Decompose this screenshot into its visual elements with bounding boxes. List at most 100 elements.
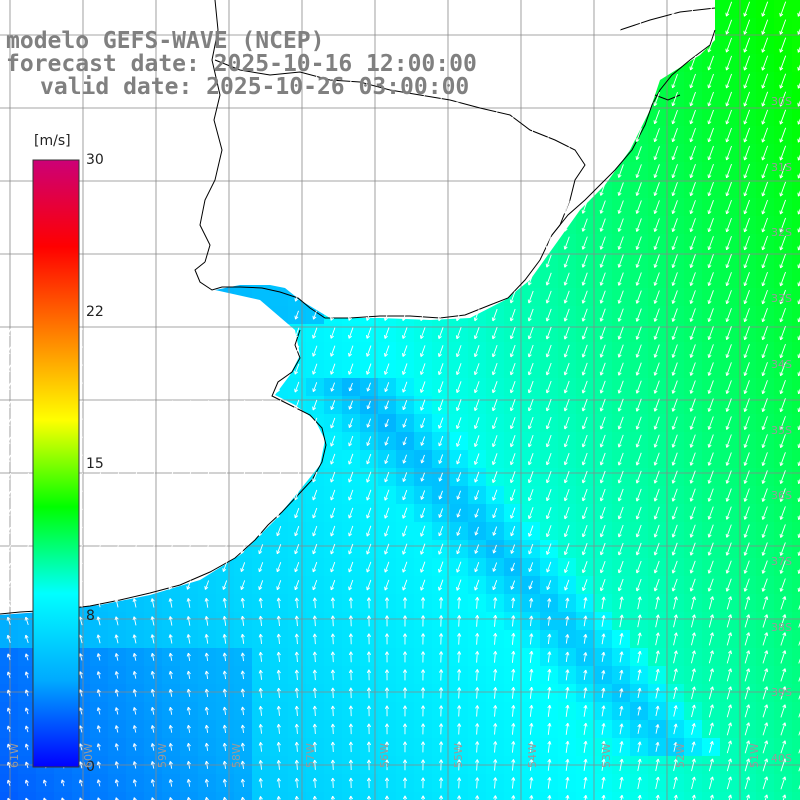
wind-arrow-head [509, 11, 512, 16]
wind-arrow-head [384, 423, 387, 427]
wind-speed-cell [792, 468, 800, 486]
wind-arrow-head [311, 101, 314, 105]
wind-arrow-head [330, 280, 332, 285]
wind-arrow-head [617, 66, 619, 70]
wind-arrow-head [743, 300, 745, 304]
wind-speed-cell [792, 522, 800, 540]
wind-arrow-head [186, 406, 188, 410]
wind-arrow-head [707, 156, 709, 160]
wind-arrow-head [491, 29, 494, 34]
wind-arrow-head [330, 352, 332, 357]
wind-arrow-head [581, 155, 584, 160]
wind-speed-cell [792, 144, 800, 162]
wind-arrow-head [671, 66, 673, 71]
wind-arrow-head [707, 461, 710, 466]
wind-arrow-head [689, 192, 691, 196]
wind-arrow-head [329, 11, 332, 15]
wind-arrow-head [563, 299, 566, 304]
wind-arrow-head [617, 192, 620, 196]
wind-arrow-head [797, 498, 800, 502]
wind-arrow-head [312, 370, 314, 375]
wind-arrow-head [473, 209, 476, 214]
wind-arrow-head [599, 191, 602, 196]
wind-arrow-head [797, 372, 799, 376]
wind-arrow-head [222, 370, 224, 374]
wind-arrow-head [366, 370, 368, 375]
wind-arrow-head [366, 316, 368, 321]
wind-arrow-head [563, 12, 566, 16]
wind-arrow-head [635, 156, 638, 160]
wind-arrow-head [653, 407, 656, 412]
wind-arrow-head [635, 30, 637, 34]
wind-arrow-head [761, 156, 763, 161]
wind-arrow-head [635, 48, 637, 52]
wind-arrow-head [204, 370, 206, 374]
wind-arrow-head [6, 477, 8, 482]
wind-arrow-head [473, 119, 476, 124]
wind-arrow-head [491, 155, 494, 160]
wind-arrow-head [689, 66, 691, 71]
wind-arrow-head [24, 369, 26, 374]
wind-arrow-head [725, 66, 727, 71]
wind-arrow-head [545, 263, 548, 268]
wind-arrow-head [617, 479, 620, 484]
wind-arrow-head [114, 423, 116, 428]
wind-arrow-head [743, 156, 745, 161]
wind-speed-cell [792, 630, 800, 648]
wind-arrow-head [186, 442, 188, 446]
wind-arrow-head [455, 173, 458, 178]
wind-arrow-head [491, 173, 494, 178]
wind-arrow-head [761, 246, 763, 251]
wind-arrow-head [545, 245, 548, 250]
wind-arrow-head [204, 478, 206, 482]
wind-arrow-head [401, 29, 404, 34]
wind-arrow-head [671, 102, 673, 106]
wind-arrow-head [96, 477, 98, 482]
wind-speed-cell [792, 666, 800, 684]
wind-arrow-head [671, 318, 674, 322]
wind-arrow-head [743, 336, 745, 340]
wind-arrow-head [456, 442, 458, 447]
wind-arrow-head [653, 156, 655, 160]
wind-arrow-head [779, 318, 781, 322]
wind-arrow-head [527, 245, 530, 250]
wind-arrow-head [420, 459, 422, 464]
wind-arrow-head [347, 191, 350, 195]
wind-arrow-head [312, 244, 314, 249]
wind-arrow-head [365, 137, 368, 141]
wind-arrow-head [366, 281, 368, 285]
wind-arrow-head [491, 191, 494, 196]
wind-arrow-head [797, 174, 799, 179]
wind-arrow-head [671, 12, 673, 17]
wind-arrow-head [348, 280, 350, 285]
wind-arrow-head [797, 444, 799, 448]
wind-arrow-head [132, 441, 134, 446]
wind-arrow-head [725, 443, 728, 448]
wind-arrow-head [527, 407, 530, 411]
wind-arrow-head [635, 138, 637, 142]
wind-arrow-head [581, 84, 584, 88]
wind-arrow-head [797, 12, 799, 17]
wind-arrow-head [563, 137, 566, 142]
wind-arrow-head [653, 48, 655, 52]
wind-arrow-head [761, 210, 763, 215]
wind-arrow-head [545, 119, 548, 124]
wind-arrow-head [402, 371, 404, 375]
wind-arrow-head [797, 354, 799, 358]
wind-arrow-head [527, 47, 530, 52]
wind-arrow-head [653, 443, 656, 448]
wind-arrow-head [527, 389, 530, 394]
wind-arrow-head [419, 389, 422, 393]
wind-arrow-head [491, 65, 494, 70]
wind-arrow-head [455, 389, 458, 393]
wind-arrow-head [779, 462, 782, 466]
wind-arrow-head [240, 478, 242, 482]
wind-speed-cell [720, 792, 738, 800]
wind-arrow-head [599, 245, 602, 250]
wind-arrow-head [617, 30, 619, 34]
wind-arrow-head [294, 406, 296, 411]
wind-arrow-head [348, 405, 350, 410]
wind-arrow-head [563, 209, 566, 214]
wind-arrow-head [473, 29, 476, 34]
wind-arrow-head [563, 371, 566, 376]
